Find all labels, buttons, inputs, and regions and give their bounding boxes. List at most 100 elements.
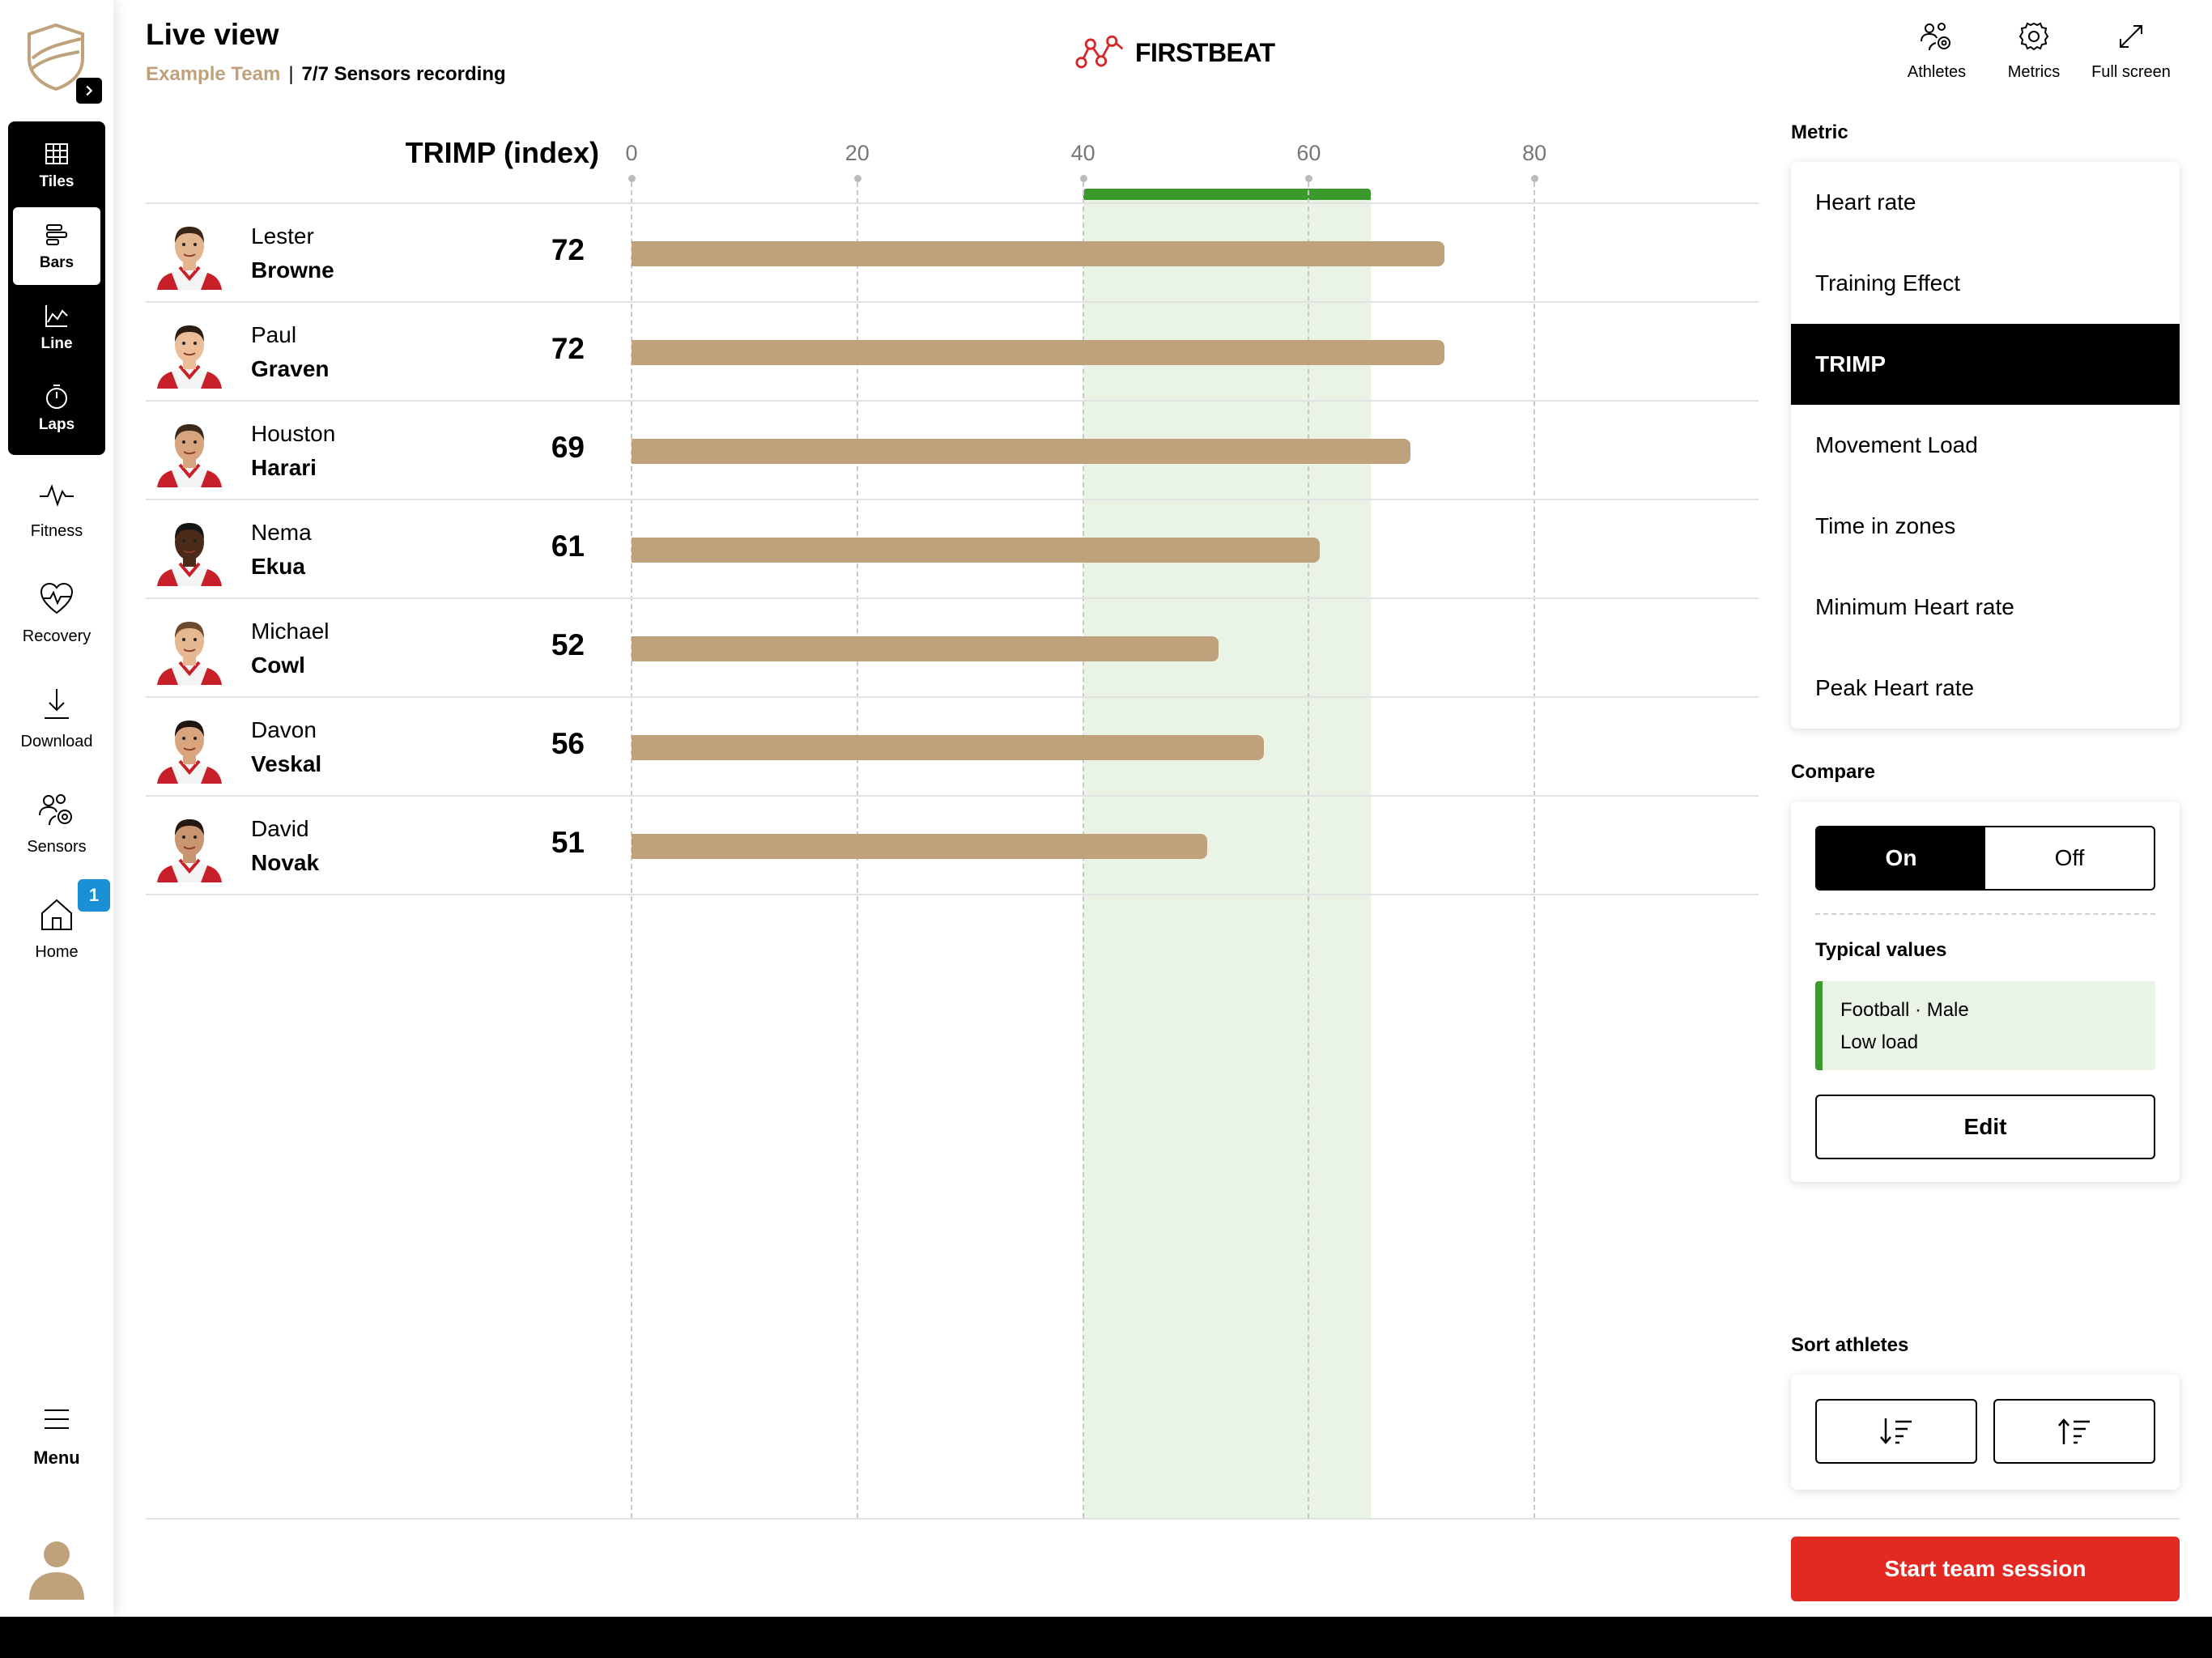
sort-athletes-heading: Sort athletes: [1791, 1334, 1909, 1356]
grid-line: [1534, 182, 1536, 1518]
nav-sensors[interactable]: Sensors: [0, 779, 113, 868]
x-tick-label: 0: [625, 141, 638, 165]
menu-button[interactable]: Menu: [0, 1390, 113, 1479]
x-tick-label: 40: [1070, 141, 1095, 165]
row-divider: [146, 400, 1759, 402]
page-title: Live view: [146, 18, 279, 51]
athlete-photo: [155, 220, 223, 290]
athlete-last-name: Browne: [251, 257, 334, 283]
athlete-first-name: Michael: [251, 619, 330, 644]
athletes-button[interactable]: Athletes: [1888, 19, 1985, 97]
athlete-row[interactable]: Houston Harari 69: [146, 402, 1759, 500]
team-shield-logo[interactable]: [26, 23, 86, 91]
line-chart-icon: [45, 305, 68, 327]
row-divider: [146, 202, 1759, 204]
metric-option-time-in-zones[interactable]: Time in zones: [1815, 513, 1956, 538]
metric-option-peak-heart-rate[interactable]: Peak Heart rate: [1815, 675, 1975, 700]
nav-download-label: Download: [20, 732, 93, 750]
chart-title: TRIMP (index): [405, 136, 599, 169]
athlete-row[interactable]: Nema Ekua 61: [146, 500, 1759, 599]
bars-icon: [46, 224, 67, 245]
view-tiles-button[interactable]: Tiles: [13, 126, 100, 204]
full-screen-button[interactable]: Full screen: [2082, 19, 2180, 97]
metric-option-minimum-heart-rate[interactable]: Minimum Heart rate: [1815, 594, 2014, 619]
x-tick-label: 60: [1296, 141, 1321, 165]
edit-typical-values-button[interactable]: Edit: [1815, 1095, 2155, 1159]
athlete-last-name: Veskal: [251, 751, 322, 776]
sort-descending-button[interactable]: [1815, 1399, 1977, 1464]
athlete-bar: [632, 636, 1219, 661]
athlete-last-name: Harari: [251, 455, 317, 480]
expand-icon: [2120, 25, 2142, 48]
view-line-label: Line: [40, 335, 73, 352]
athlete-row[interactable]: David Novak 51: [146, 797, 1759, 895]
typical-values-sport: Football · Male: [1840, 999, 1969, 1021]
athlete-value: 51: [551, 826, 585, 859]
athlete-row[interactable]: Davon Veskal 56: [146, 698, 1759, 797]
nav-home-label: Home: [35, 942, 79, 961]
athlete-bar: [632, 439, 1410, 464]
download-icon: [45, 688, 69, 719]
athlete-row[interactable]: Paul Graven 72: [146, 303, 1759, 402]
compare-divider: [1815, 913, 2155, 915]
home-icon: [41, 899, 72, 930]
athlete-last-name: Ekua: [251, 554, 305, 579]
nav-download[interactable]: Download: [0, 674, 113, 763]
athlete-last-name: Graven: [251, 356, 330, 381]
athlete-first-name: Nema: [251, 520, 312, 545]
athlete-row[interactable]: Michael Cowl 52: [146, 599, 1759, 698]
row-divider: [146, 894, 1759, 895]
sort-ascending-button[interactable]: [1993, 1399, 2155, 1464]
start-team-session-button[interactable]: Start team session: [1791, 1537, 2180, 1601]
sort-card: [1791, 1375, 2180, 1490]
x-tick-mark: [1531, 175, 1539, 182]
user-avatar[interactable]: [28, 1538, 86, 1603]
compare-toggle: On Off: [1815, 826, 2155, 891]
athletes-icon: [1921, 23, 1950, 51]
compare-card: On Off Typical values Football · Male Lo…: [1791, 801, 2180, 1182]
full-screen-label: Full screen: [2091, 63, 2171, 81]
expand-sidebar-button[interactable]: [76, 78, 102, 104]
sort-descending-icon: [1880, 1418, 1912, 1444]
metric-option-heart-rate[interactable]: Heart rate: [1815, 189, 1916, 215]
grid-line: [1308, 182, 1310, 1518]
sensors-status: 7/7 Sensors recording: [301, 63, 506, 85]
athlete-bar: [632, 735, 1264, 760]
view-line-button[interactable]: Line: [13, 288, 100, 366]
sort-ascending-icon: [2058, 1418, 2090, 1444]
metric-option-trimp[interactable]: TRIMP: [1791, 324, 2180, 405]
view-bars-button[interactable]: Bars: [13, 207, 100, 285]
metric-option-movement-load[interactable]: Movement Load: [1815, 432, 1978, 457]
metric-option-training-effect[interactable]: Training Effect: [1815, 270, 1960, 295]
x-tick-mark: [1305, 175, 1313, 182]
session-subtitle: Example Team | 7/7 Sensors recording: [146, 63, 506, 86]
metric-heading: Metric: [1791, 121, 1848, 143]
stopwatch-icon: [46, 385, 67, 409]
view-laps-button[interactable]: Laps: [13, 369, 100, 447]
bars-chart: 0 20 40 60 80 TRIMP (index) Lester Browne 72 Pa…: [146, 136, 1759, 1519]
nav-fitness[interactable]: Fitness: [0, 463, 113, 552]
nav-recovery-label: Recovery: [22, 627, 91, 645]
athlete-first-name: David: [251, 816, 309, 841]
nav-recovery[interactable]: Recovery: [0, 568, 113, 657]
athlete-bar: [632, 241, 1444, 266]
typical-values-box: Football · Male Low load: [1815, 981, 2155, 1070]
chevron-right-icon: [86, 85, 93, 96]
gear-icon: [2018, 22, 2049, 51]
nav-sensors-label: Sensors: [27, 837, 87, 856]
metrics-button[interactable]: Metrics: [1985, 19, 2082, 97]
nav-home[interactable]: Home: [0, 884, 113, 973]
typical-values-heading: Typical values: [1815, 939, 1947, 961]
athlete-row[interactable]: Lester Browne 72: [146, 204, 1759, 303]
heartbeat-icon: [40, 483, 74, 507]
athlete-first-name: Houston: [251, 421, 336, 446]
compare-off-button[interactable]: Off: [2054, 845, 2085, 870]
hamburger-menu-icon: [45, 1409, 69, 1429]
brand-logo: FIRSTBEAT: [1075, 31, 1275, 74]
view-switcher: Tiles Bars Line Laps: [8, 121, 105, 455]
athlete-bar: [632, 340, 1444, 365]
compare-on-button[interactable]: On: [1817, 827, 1985, 889]
athlete-first-name: Lester: [251, 223, 314, 249]
team-name[interactable]: Example Team: [146, 63, 281, 85]
athlete-bar: [632, 538, 1321, 563]
